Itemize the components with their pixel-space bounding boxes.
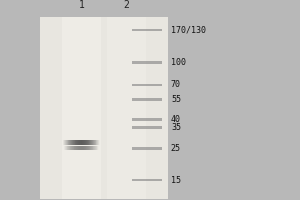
Bar [72, 140, 73, 145]
Bar [68, 140, 69, 145]
Bar [97, 146, 98, 150]
Bar [69, 140, 70, 145]
Bar [85, 140, 86, 145]
Bar [81, 140, 82, 145]
Bar [93, 146, 94, 150]
Bar [69, 146, 70, 150]
Bar [132, 98, 162, 101]
Bar [66, 146, 67, 150]
Bar [98, 146, 99, 150]
Bar [76, 140, 77, 145]
Bar [75, 146, 76, 150]
Bar [97, 140, 98, 145]
Bar [73, 140, 74, 145]
Text: 170/130: 170/130 [171, 25, 206, 34]
Bar [82, 140, 83, 145]
Bar [74, 146, 75, 150]
Bar [79, 146, 80, 150]
Bar [64, 146, 65, 150]
Bar [63, 140, 64, 145]
Bar [80, 146, 81, 150]
Bar [77, 146, 78, 150]
Bar [87, 140, 88, 145]
Bar [85, 146, 86, 150]
Bar [81, 146, 82, 150]
Bar [62, 17, 101, 199]
Bar [94, 140, 95, 145]
Bar [77, 140, 78, 145]
Text: 35: 35 [171, 123, 181, 132]
Bar [40, 17, 168, 199]
Bar [132, 84, 162, 86]
Bar [83, 146, 84, 150]
Bar [83, 140, 84, 145]
Bar [90, 140, 91, 145]
Bar [67, 146, 68, 150]
Bar [66, 140, 67, 145]
Text: 55: 55 [171, 95, 181, 104]
Bar [71, 146, 72, 150]
Bar [78, 140, 79, 145]
Bar [96, 146, 97, 150]
Bar [76, 146, 77, 150]
Text: 40: 40 [171, 115, 181, 124]
Bar [78, 146, 79, 150]
Text: 15: 15 [171, 176, 181, 185]
Bar [89, 146, 90, 150]
Bar [92, 146, 93, 150]
Bar [132, 179, 162, 181]
Bar [68, 146, 69, 150]
Bar [71, 140, 72, 145]
Bar [132, 29, 162, 31]
Bar [70, 146, 71, 150]
Bar [84, 140, 85, 145]
Bar [88, 140, 89, 145]
Bar [75, 140, 76, 145]
Text: 1: 1 [78, 0, 84, 10]
Bar [73, 146, 74, 150]
Bar [82, 146, 83, 150]
Bar [98, 140, 99, 145]
Text: 2: 2 [123, 0, 129, 10]
Bar [65, 140, 66, 145]
Bar [74, 140, 75, 145]
Bar [84, 146, 85, 150]
Bar [80, 140, 81, 145]
Bar [107, 17, 146, 199]
Text: 25: 25 [171, 144, 181, 153]
Bar [90, 146, 91, 150]
Bar [132, 61, 162, 64]
Text: 70: 70 [171, 80, 181, 89]
Bar [86, 146, 87, 150]
Bar [92, 140, 93, 145]
Text: 100: 100 [171, 58, 186, 67]
Bar [67, 140, 68, 145]
Bar [89, 140, 90, 145]
Bar [87, 146, 88, 150]
Bar [88, 146, 89, 150]
Bar [96, 140, 97, 145]
Bar [65, 146, 66, 150]
Bar [132, 147, 162, 150]
Bar [70, 140, 71, 145]
Bar [91, 146, 92, 150]
Bar [94, 146, 95, 150]
Bar [72, 146, 73, 150]
Bar [95, 140, 96, 145]
Bar [95, 146, 96, 150]
Bar [132, 126, 162, 129]
Bar [132, 118, 162, 121]
Bar [93, 140, 94, 145]
Bar [64, 140, 65, 145]
Bar [79, 140, 80, 145]
Bar [86, 140, 87, 145]
Bar [99, 140, 100, 145]
